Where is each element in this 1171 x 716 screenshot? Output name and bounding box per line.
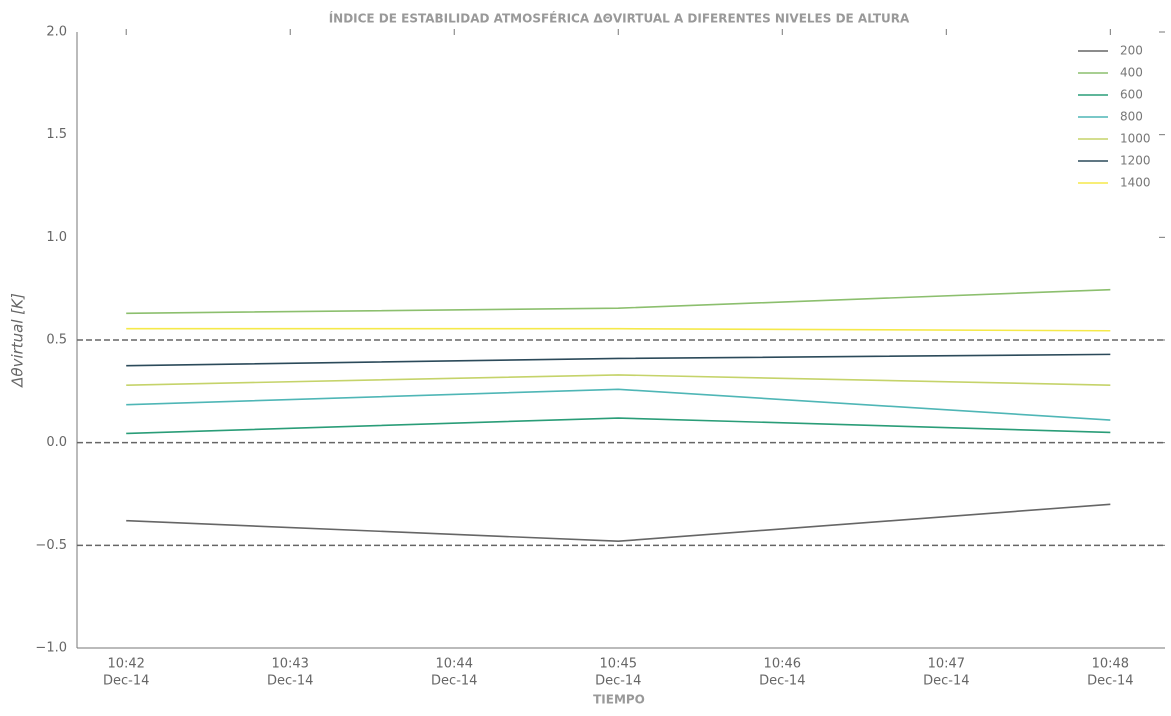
x-tick-label: 10:42: [107, 657, 144, 672]
series-line: [126, 374, 1111, 386]
legend-label: 200: [1120, 44, 1143, 58]
x-tick-label: 10:43: [271, 657, 308, 672]
x-tick-label: Dec-14: [431, 674, 477, 689]
x-tick-label: Dec-14: [923, 674, 969, 689]
series-line: [126, 353, 1111, 367]
series-line: [126, 503, 1111, 543]
x-tick-label: Dec-14: [1087, 674, 1133, 689]
x-tick-label: Dec-14: [267, 674, 313, 689]
series-line: [126, 327, 1111, 332]
x-tick-label: Dec-14: [759, 674, 805, 689]
legend-label: 800: [1120, 110, 1143, 124]
series-line: [126, 388, 1111, 421]
y-tick-label: 1.0: [46, 230, 67, 245]
y-axis-label: Δθvirtual [K]: [9, 293, 27, 388]
y-tick-label: −0.5: [35, 538, 67, 553]
series-line: [126, 288, 1111, 315]
x-tick-label: Dec-14: [595, 674, 641, 689]
x-tick-label: 10:46: [764, 657, 801, 672]
legend-label: 1400: [1120, 176, 1151, 190]
x-tick-label: 10:47: [928, 657, 965, 672]
legend-label: 600: [1120, 88, 1143, 102]
x-tick-label: 10:48: [1092, 657, 1129, 672]
legend-label: 1000: [1120, 132, 1151, 146]
legend-label: 400: [1120, 66, 1143, 80]
x-tick-label: 10:45: [600, 657, 637, 672]
y-tick-label: 0.0: [46, 435, 67, 450]
y-tick-label: 0.5: [46, 333, 67, 348]
legend-label: 1200: [1120, 154, 1151, 168]
series-line: [126, 417, 1111, 435]
y-tick-label: −1.0: [35, 641, 67, 656]
x-tick-label: 10:44: [436, 657, 473, 672]
y-tick-label: 2.0: [46, 25, 67, 40]
x-tick-label: Dec-14: [103, 674, 149, 689]
y-tick-label: 1.5: [46, 127, 67, 142]
x-axis-label: TIEMPO: [593, 693, 645, 707]
chart-title: ÍNDICE DE ESTABILIDAD ATMOSFÉRICA ΔΘVIRT…: [329, 11, 910, 26]
